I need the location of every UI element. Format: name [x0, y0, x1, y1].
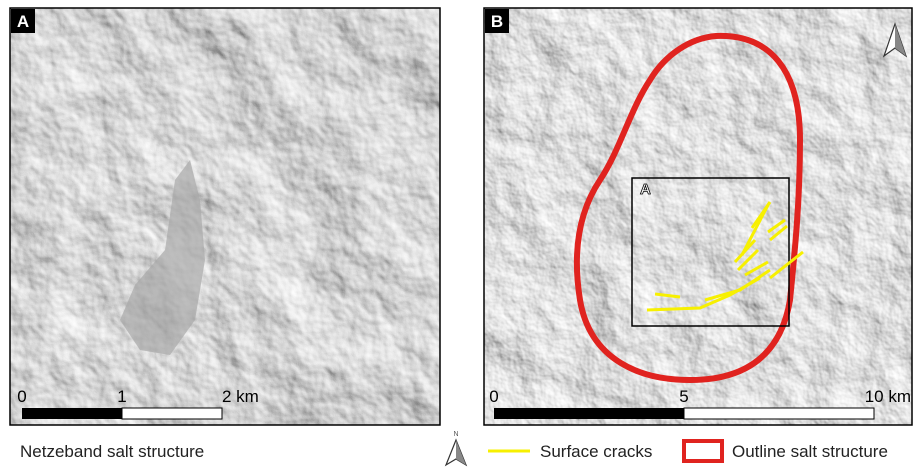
legend-swatch	[682, 439, 724, 463]
panel-a: A 0 1 2 km	[9, 7, 441, 426]
scale-bar	[22, 408, 122, 419]
scale-label: 0	[17, 387, 26, 406]
scale-label: 1	[117, 387, 126, 406]
scale-bar	[494, 408, 684, 419]
scale-bar	[121, 407, 223, 420]
north-arrow-legend: N	[444, 431, 468, 467]
label-box	[11, 9, 35, 33]
panel-label: A	[17, 12, 29, 31]
scale-label: 10 km	[865, 387, 911, 406]
frame	[483, 7, 913, 426]
legend-label: Surface cracks	[540, 442, 652, 461]
inset-box	[631, 177, 790, 327]
scale-label: 0	[489, 387, 498, 406]
surface-cracks	[646, 201, 804, 312]
inset-label: A	[640, 181, 651, 198]
north-label: N	[453, 431, 458, 438]
salt-outline	[573, 32, 804, 384]
caption: Netzeband salt structure	[20, 442, 204, 461]
scale-bar	[683, 407, 875, 420]
legend-label: Outline salt structure	[732, 442, 888, 461]
lake	[120, 160, 205, 355]
hillshade	[484, 8, 912, 425]
panel-b: A B 0 5 10 km	[483, 7, 913, 426]
scale-label: 5	[679, 387, 688, 406]
north-arrow-shade	[895, 24, 906, 56]
hillshade	[10, 8, 440, 425]
label-box	[485, 9, 509, 33]
panel-label: B	[491, 12, 503, 31]
scale-label: 2 km	[222, 387, 259, 406]
frame	[9, 7, 441, 426]
